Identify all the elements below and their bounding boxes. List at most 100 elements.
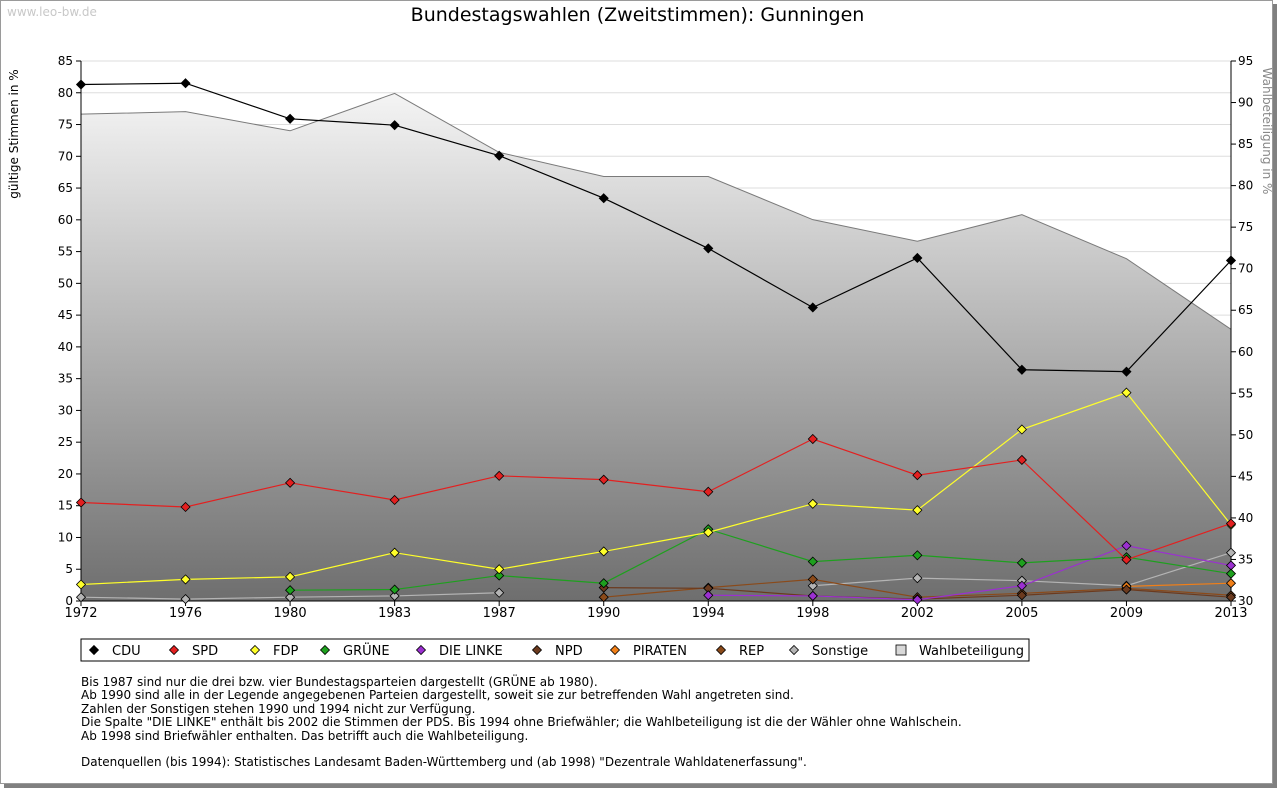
legend-marker xyxy=(319,644,331,656)
x-tick-label: 2005 xyxy=(1005,606,1038,621)
legend-marker xyxy=(895,644,907,656)
data-point xyxy=(807,498,818,509)
series-sonstige xyxy=(75,547,1237,605)
x-tick-label: 1972 xyxy=(64,606,97,621)
data-point xyxy=(807,556,818,567)
data-point xyxy=(75,579,87,590)
series-line xyxy=(80,391,1232,586)
legend: CDU SPD FDP GRÜNE DIE LINKE NPD PIRATEN REP Sons… xyxy=(80,638,1030,662)
series-line xyxy=(80,82,1232,373)
y-tick-label: 45 xyxy=(58,308,73,322)
data-point xyxy=(1121,584,1132,595)
y2-tick-label: 70 xyxy=(1238,262,1253,276)
legend-box xyxy=(80,638,1030,662)
x-tick-label: 2009 xyxy=(1110,606,1143,621)
data-point xyxy=(807,574,818,585)
data-point xyxy=(807,433,818,445)
data-point xyxy=(389,494,400,506)
legend-label: PIRATEN xyxy=(633,644,687,659)
data-point xyxy=(703,243,714,254)
series-line xyxy=(708,545,1232,601)
series-line xyxy=(1126,582,1232,587)
legend-marker xyxy=(715,644,727,656)
y-tick-label: 75 xyxy=(58,118,73,132)
data-point xyxy=(1016,557,1027,568)
x-tick-label: 1998 xyxy=(796,606,829,621)
data-point xyxy=(912,252,923,264)
data-point xyxy=(598,474,609,485)
data-point xyxy=(389,547,400,558)
series-die-linke xyxy=(703,540,1237,605)
y-tick-label: 20 xyxy=(58,467,73,481)
data-point xyxy=(494,564,505,575)
x-tick-label: 1980 xyxy=(274,606,307,621)
legend-marker xyxy=(788,644,800,656)
turnout-layer xyxy=(80,92,1232,602)
data-point xyxy=(807,590,818,601)
x-tick-label: 1983 xyxy=(378,606,411,621)
data-point xyxy=(180,501,191,513)
data-point xyxy=(494,570,505,581)
legend-marker xyxy=(609,644,621,656)
data-point xyxy=(1225,518,1237,529)
data-point xyxy=(285,592,296,603)
series-spd xyxy=(75,433,1237,565)
y-tick-label: 55 xyxy=(58,245,73,259)
series-layer xyxy=(75,78,1237,605)
note-line: Bis 1987 sind nur die drei bzw. vier Bun… xyxy=(81,675,598,689)
data-point xyxy=(598,578,609,589)
legend-marker xyxy=(88,644,100,656)
data-point xyxy=(703,527,714,538)
legend-label: GRÜNE xyxy=(343,642,390,659)
data-point xyxy=(389,584,400,595)
data-point xyxy=(912,470,923,481)
y-tick-label: 0 xyxy=(65,594,73,608)
legend-marker xyxy=(415,644,427,656)
data-point xyxy=(75,497,87,508)
x-tick-label: 1976 xyxy=(169,606,202,621)
data-point xyxy=(598,193,609,204)
data-point xyxy=(1121,387,1132,398)
y-axis-label: gültige Stimmen in % xyxy=(7,69,21,198)
data-point xyxy=(703,590,714,601)
y-tick-label: 15 xyxy=(58,499,73,513)
data-point xyxy=(180,78,191,89)
note-line: Ab 1990 sind alle in der Legende angegeb… xyxy=(81,688,794,703)
data-point xyxy=(1016,364,1027,375)
note-line: Die Spalte "DIE LINKE" enthält bis 2002 … xyxy=(81,715,962,730)
data-point xyxy=(703,486,714,497)
y2-tick-label: 85 xyxy=(1238,137,1253,151)
y-tick-label: 30 xyxy=(58,403,73,417)
y-tick-label: 60 xyxy=(58,213,73,227)
data-point xyxy=(598,546,609,557)
data-point xyxy=(285,477,296,488)
y-tick-label: 50 xyxy=(58,276,73,290)
y-tick-label: 25 xyxy=(58,435,73,449)
legend-label: SPD xyxy=(192,644,218,659)
data-point xyxy=(912,573,923,584)
legend-label: NPD xyxy=(555,644,583,659)
data-point xyxy=(1225,578,1237,589)
chart-svg: 0 5 10 15 20 25 30 35 40 45 50 55 60 65 70 75 80 85 30 35 40… xyxy=(7,54,1274,662)
y2-tick-label: 65 xyxy=(1238,303,1253,317)
y2-tick-label: 30 xyxy=(1238,594,1253,608)
data-point xyxy=(912,550,923,561)
y2-tick-label: 55 xyxy=(1238,386,1253,400)
data-point xyxy=(180,574,191,585)
series-line xyxy=(290,528,1232,591)
x-tick-label: 2013 xyxy=(1214,606,1247,621)
data-point xyxy=(1016,454,1027,466)
data-point xyxy=(1016,424,1027,435)
notes-block: Bis 1987 sind nur die drei bzw. vier Bun… xyxy=(81,675,962,769)
legend-label: DIE LINKE xyxy=(439,644,503,659)
y2-tick-label: 35 xyxy=(1238,552,1253,566)
axes-layer: 0 5 10 15 20 25 30 35 40 45 50 55 60 65 70 75 80 85 30 35 40… xyxy=(58,54,1254,621)
data-point xyxy=(1225,255,1237,266)
data-point xyxy=(912,594,923,605)
y2-tick-label: 50 xyxy=(1238,428,1253,442)
data-point xyxy=(494,470,505,481)
data-point xyxy=(75,592,87,603)
legend-label: REP xyxy=(739,644,764,659)
note-line: Ab 1998 sind Briefwähler enthalten. Das … xyxy=(81,728,529,743)
